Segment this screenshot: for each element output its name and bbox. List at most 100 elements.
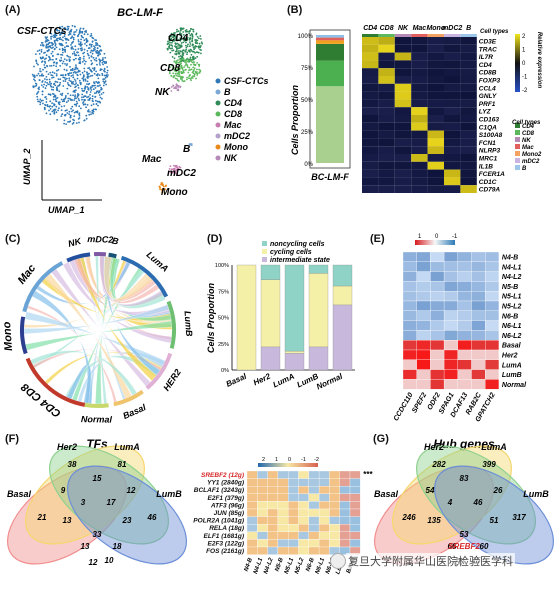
heat-b-cell [460, 177, 477, 186]
f-cell [329, 486, 340, 494]
f-cell [277, 493, 289, 502]
f-cell [339, 493, 351, 502]
f-cell [277, 478, 289, 487]
heat-b-cell [460, 154, 477, 162]
e-cell [457, 330, 472, 341]
f-cell [246, 516, 258, 525]
d-bar-label: LumA [271, 372, 296, 390]
heat-b-cell [444, 107, 461, 115]
f-col-label: N5-L1 [284, 557, 296, 575]
heat-b-cell [460, 76, 477, 84]
heat-b-row-label: CD163 [479, 117, 500, 124]
heat-b-cell [394, 146, 412, 154]
legend-a-swatch [215, 78, 221, 84]
venn-count: 54 [426, 486, 435, 495]
e-cell [402, 340, 417, 351]
f-cell [288, 531, 299, 540]
f-cell [339, 501, 351, 510]
heat-b-cell [378, 115, 395, 123]
legend-a-item: NK [224, 153, 238, 163]
heat-b-cell [394, 115, 412, 123]
legend-a-item: B [224, 87, 231, 97]
f-cell [288, 486, 299, 494]
chord-sector-label: Mono [1, 321, 15, 351]
f-col-label: N5-L2 [294, 557, 306, 575]
d-legend-item: noncycling cells [270, 241, 325, 248]
f-cell [339, 470, 351, 479]
heat-b-col-label: Mac [413, 25, 427, 32]
f-cell [257, 516, 268, 525]
venn-set-label: Her2 [424, 442, 444, 452]
heat-b-cell [394, 154, 412, 162]
e-cell [430, 359, 445, 370]
heat-b-cell [362, 60, 379, 69]
bar-ytick: 0% [304, 162, 313, 168]
f-cell [257, 470, 268, 479]
heat-b-cell [460, 130, 477, 139]
legend-a-item: CD4 [224, 98, 242, 108]
heat-b-cell [427, 169, 444, 178]
e-cell [402, 261, 417, 272]
heat-b-col-label: mDC2 [442, 25, 462, 32]
legend-a-swatch [215, 133, 221, 139]
f-cell [318, 531, 330, 540]
f-cell [329, 524, 340, 532]
heat-b-cell [427, 44, 444, 53]
f-cell [318, 486, 330, 494]
d-legend-swatch [262, 241, 267, 246]
heat-b-cell [362, 161, 379, 170]
f-scale-tick: -1 [301, 457, 306, 463]
cluster-label-mac: Mac [142, 154, 162, 165]
chord-sector-label: Basal [121, 402, 147, 421]
d-bar-segment [308, 264, 329, 274]
f-cell [339, 539, 351, 548]
f-cell [349, 470, 361, 479]
e-cell [471, 369, 486, 380]
e-cell [443, 379, 458, 390]
heat-b-cell [427, 60, 444, 69]
d-bar-segment [332, 304, 353, 371]
bar-ytick: 25% [301, 130, 314, 136]
f-col-label: N5-B [274, 557, 285, 573]
e-cell [402, 300, 417, 311]
heat-b-cell [362, 99, 379, 108]
e-cell [457, 369, 472, 380]
heat-b-row-label: TRAC [479, 46, 497, 53]
e-cell [416, 379, 431, 390]
d-bar-segment [284, 353, 305, 371]
e-cell [457, 359, 472, 370]
legend-a-item: mDC2 [224, 131, 250, 141]
f-cell [246, 508, 258, 517]
heat-b-cell [460, 161, 477, 170]
e-cell [471, 320, 486, 331]
heat-b-row-label: CD8B [479, 70, 497, 77]
panel-f-label: (F) [5, 433, 20, 445]
heat-b-cell [378, 60, 395, 69]
e-cell [443, 349, 458, 360]
heat-b-row-label: FCER1A [479, 171, 505, 178]
heat-b-row-label: CD1C [479, 179, 497, 186]
panel-b-xlabel: BC-LM-F [311, 172, 349, 182]
cell-type-swatch [515, 165, 520, 170]
chord-sector-label: LumB [183, 311, 195, 338]
f-cell [277, 470, 289, 479]
heat-b-cell [411, 115, 428, 123]
heat-b-cell [444, 37, 461, 45]
f-cell [329, 539, 340, 548]
f-cell [246, 531, 258, 540]
heat-b-cell [444, 130, 461, 139]
f-cell [257, 478, 268, 487]
heat-b-cell [362, 68, 379, 76]
e-cell [443, 320, 458, 331]
heat-b-cell [444, 68, 461, 76]
heat-b-cell [362, 185, 379, 193]
umap-scatter [31, 25, 204, 194]
f-col-label: N4-B [244, 557, 255, 573]
d-legend-swatch [262, 249, 267, 254]
chord-sector-label: LumA [145, 249, 171, 273]
heat-b-cell [460, 122, 477, 131]
heat-b-cell [444, 52, 461, 61]
bar-ytick: 50% [301, 98, 314, 104]
d-ylabel: Cells Proportion [206, 283, 216, 354]
